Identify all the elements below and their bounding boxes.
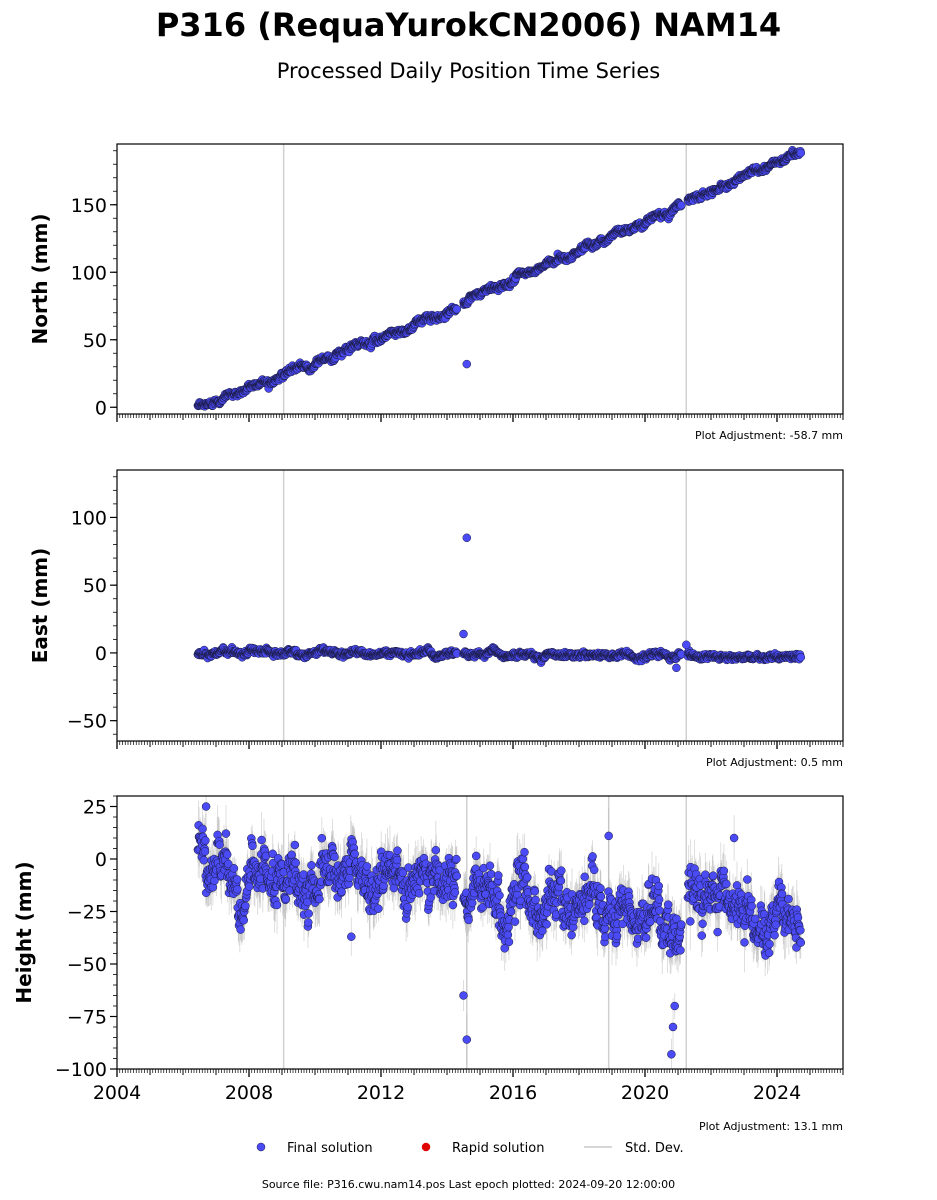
final-points [193, 145, 806, 411]
data-point [452, 304, 462, 314]
panels: 0 50 100 150 North (mm) Plot Adjustment: -58.… [12, 143, 844, 1133]
y-tick-label: 150 [71, 195, 107, 217]
y-tick-label: 50 [83, 330, 107, 352]
data-point [796, 148, 806, 158]
final-points [193, 533, 806, 673]
data-point [462, 359, 472, 369]
plot-adjustment: Plot Adjustment: -58.7 mm [695, 429, 843, 442]
data-point [677, 200, 686, 210]
chart-subtitle: Processed Daily Position Time Series [277, 59, 661, 83]
plot-area [193, 144, 806, 414]
plot-area [193, 470, 806, 741]
panel-1: 0 50 100 150 North (mm) Plot Adjustment: -58.… [28, 143, 844, 442]
y-axis-label: North (mm) [28, 213, 52, 344]
y-tick-label: 100 [71, 262, 107, 284]
y-tick-label: 0 [95, 397, 107, 419]
chart-title: P316 (RequaYurokCN2006) NAM14 [156, 6, 781, 44]
